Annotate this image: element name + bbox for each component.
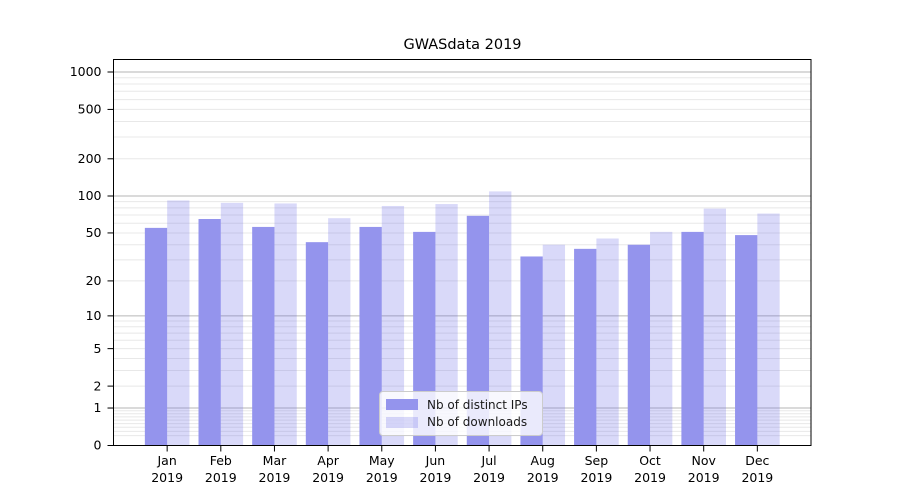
bar-downloads-feb: [220, 202, 244, 446]
bar-downloads-may: [381, 205, 405, 446]
x-tick-label-year: 2019: [420, 470, 452, 485]
bar-downloads-aug: [542, 244, 566, 446]
bar-downloads-mar: [274, 203, 297, 446]
x-tick-label-year: 2019: [205, 470, 237, 485]
bar-downloads-nov: [703, 208, 726, 446]
x-tick-label-month: Feb: [210, 453, 232, 468]
x-tick-label-month: Nov: [691, 453, 716, 468]
bar-downloads-oct: [650, 231, 673, 446]
y-tick-label: 100: [78, 188, 102, 203]
bar-downloads-apr: [328, 218, 351, 446]
x-tick-label-month: Jan: [157, 453, 177, 468]
bar-distinct-ips-dec: [735, 235, 758, 446]
bar-distinct-ips-nov: [681, 231, 704, 446]
x-tick-label-month: Dec: [745, 453, 769, 468]
legend: Nb of distinct IPs Nb of downloads: [379, 391, 543, 436]
y-tick-label: 20: [86, 273, 102, 288]
x-tick-label-year: 2019: [312, 470, 344, 485]
y-tick-label: 0: [94, 438, 102, 453]
x-tick-label-year: 2019: [688, 470, 720, 485]
x-tick-label-month: Sep: [585, 453, 609, 468]
legend-label: Nb of distinct IPs: [427, 397, 528, 412]
plot-border: [113, 59, 812, 446]
legend-item-downloads: Nb of downloads: [386, 414, 534, 432]
x-tick-label-month: Aug: [531, 453, 555, 468]
bar-downloads-sep: [596, 238, 619, 446]
chart-title: GWASdata 2019: [403, 37, 522, 53]
legend-swatch-downloads: [386, 416, 418, 428]
y-tick-label: 200: [78, 151, 102, 166]
legend-item-distinct-ips: Nb of distinct IPs: [386, 396, 534, 414]
bar-distinct-ips-jul: [466, 215, 490, 446]
x-tick-label-year: 2019: [741, 470, 773, 485]
y-tick-label: 5: [94, 341, 102, 356]
x-tick-label-year: 2019: [259, 470, 291, 485]
bar-distinct-ips-feb: [198, 218, 221, 446]
y-tick-label: 10: [86, 308, 102, 323]
x-tick-label-year: 2019: [634, 470, 666, 485]
bar-distinct-ips-jan: [144, 227, 168, 446]
y-axis: 0 1 2 5 10 20 50 100 200 500 1000: [70, 64, 114, 453]
y-tick-label: 50: [86, 225, 102, 240]
x-tick-label-month: Mar: [263, 453, 287, 468]
x-tick-label-month: Oct: [639, 453, 661, 468]
x-tick-label-year: 2019: [580, 470, 612, 485]
x-tick-label-year: 2019: [473, 470, 505, 485]
bar-distinct-ips-mar: [252, 226, 275, 446]
bar-downloads-jan: [167, 200, 190, 446]
x-tick-label-month: May: [369, 453, 395, 468]
bar-distinct-ips-sep: [574, 248, 597, 446]
bar-distinct-ips-may: [359, 226, 382, 446]
y-tick-label: 1000: [70, 64, 102, 79]
x-tick-label-year: 2019: [151, 470, 183, 485]
bar-distinct-ips-oct: [627, 244, 651, 446]
bar-downloads-jun: [435, 204, 458, 446]
legend-label: Nb of downloads: [427, 415, 528, 430]
series-downloads: [167, 191, 780, 446]
x-tick-label-month: Jul: [481, 453, 497, 468]
x-tick-label-year: 2019: [527, 470, 559, 485]
x-axis: Jan 2019 Feb 2019 Mar 2019 Apr 2019 May 2019 Jun 20…: [151, 445, 773, 485]
y-tick-label: 500: [78, 102, 102, 117]
x-tick-label-month: Apr: [317, 453, 339, 468]
x-tick-label-month: Jun: [425, 453, 446, 468]
y-tick-label: 1: [94, 400, 102, 415]
bar-downloads-jul: [489, 191, 512, 446]
x-tick-label-year: 2019: [366, 470, 398, 485]
bar-downloads-dec: [757, 213, 780, 446]
legend-swatch-distinct-ips: [386, 399, 418, 411]
y-tick-label: 2: [94, 378, 102, 393]
bar-distinct-ips-apr: [305, 242, 329, 446]
